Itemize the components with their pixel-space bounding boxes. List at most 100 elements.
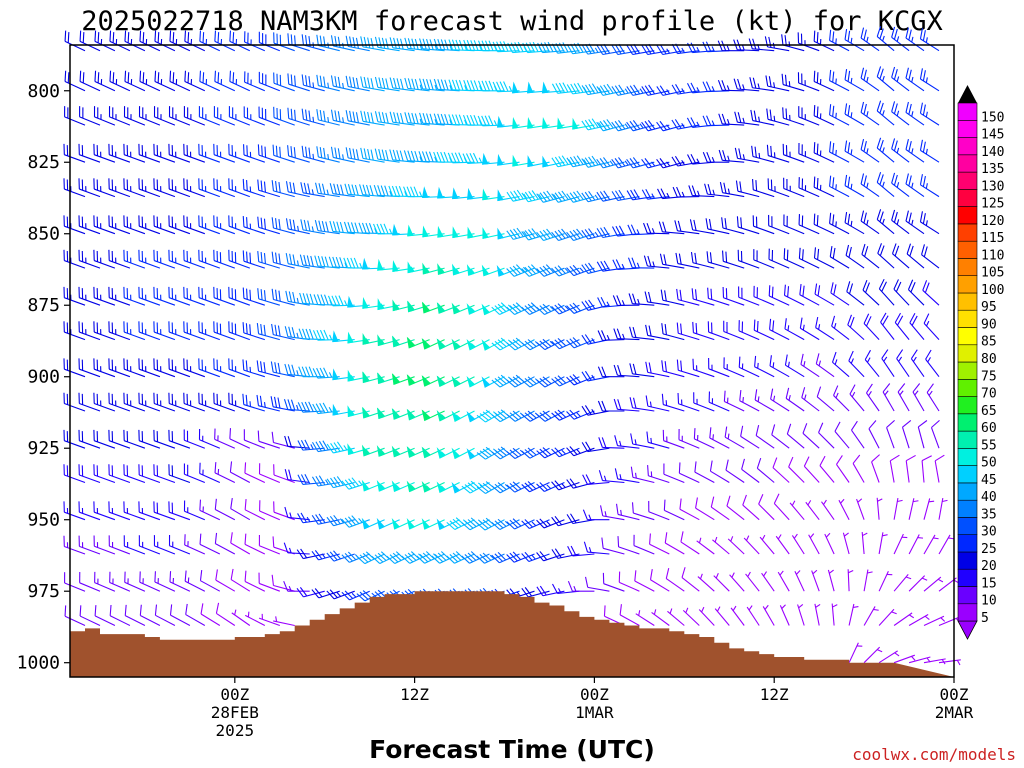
barb-staff (708, 368, 730, 378)
barb-staff (832, 361, 850, 378)
barb-flag (339, 221, 344, 233)
barb-flag (183, 178, 185, 190)
barb-flag (784, 74, 788, 86)
barb-half-flag (696, 398, 698, 405)
wind-barb (919, 174, 940, 198)
barb-half-flag (204, 257, 207, 263)
barb-flag (645, 361, 649, 373)
barb-flag (66, 393, 69, 405)
barb-flag (739, 389, 742, 401)
barb-half-flag (928, 500, 935, 503)
wind-barb (93, 286, 116, 306)
barb-staff (938, 616, 960, 627)
barb-flag (316, 109, 319, 120)
barb-flag (924, 282, 930, 293)
barb-flag (618, 157, 626, 167)
barb-half-flag (449, 44, 453, 51)
wind-barb (230, 532, 251, 555)
barb-staff (228, 331, 250, 341)
barb-flag (677, 220, 682, 232)
barb-half-flag (130, 79, 133, 85)
barb-staff (109, 545, 131, 555)
barb-flag (185, 603, 188, 615)
barb-flag (814, 283, 818, 295)
barb-staff (139, 225, 161, 235)
barb-staff (154, 116, 176, 126)
wind-barb (78, 286, 101, 306)
barb-staff (868, 428, 880, 449)
barb-flag (414, 79, 419, 90)
barb-staff (779, 605, 790, 626)
barb-flag (860, 138, 865, 150)
barb-flag (766, 144, 769, 156)
colorbar-swatch (957, 154, 978, 173)
barb-flag (768, 36, 772, 48)
barb-flag (788, 456, 794, 468)
barb-half-flag (175, 79, 178, 85)
barb-flag (497, 552, 507, 561)
barb-half-flag (380, 484, 386, 490)
barb-staff (752, 48, 775, 52)
barb-flag (265, 109, 267, 120)
barb-staff (802, 432, 820, 449)
barb-staff (844, 222, 865, 235)
barb-staff (909, 322, 925, 340)
barb-flag (521, 553, 530, 562)
colorbar-label: 35 (981, 507, 997, 522)
barb-half-flag (823, 499, 827, 505)
barb-flag (436, 302, 446, 312)
colorbar-swatch (957, 206, 978, 225)
barb-flag (401, 555, 411, 564)
barb-flag (111, 465, 114, 477)
barb-half-flag (651, 193, 655, 199)
barb-half-flag (726, 119, 730, 125)
barb-flag (312, 441, 319, 452)
barb-flag (702, 115, 708, 126)
wind-barb (891, 209, 910, 235)
barb-flag (691, 288, 694, 300)
wind-barb (168, 143, 191, 163)
barb-flag (596, 45, 604, 55)
barb-flag (601, 400, 607, 412)
wind-barb (299, 254, 325, 269)
barb-staff (783, 224, 805, 235)
barb-half-flag (358, 518, 363, 523)
wind-barb (815, 353, 835, 378)
barb-flag (244, 499, 247, 510)
barb-staff (692, 195, 715, 198)
barb-flag (734, 111, 738, 123)
barb-staff (587, 481, 610, 485)
barb-pennant (497, 189, 504, 202)
barb-flag (611, 121, 619, 132)
barb-staff (318, 119, 340, 126)
wind-barb (244, 499, 266, 521)
barb-flag (499, 81, 506, 92)
barb-flag (413, 186, 419, 197)
wind-barb (93, 429, 116, 449)
barb-staff (199, 116, 221, 126)
wind-barb (327, 295, 355, 307)
wind-barb (521, 551, 550, 563)
barb-pennant (406, 518, 416, 530)
barb-flag (378, 77, 382, 89)
barb-flag (678, 253, 682, 265)
barb-half-flag (621, 263, 625, 270)
wind-barb (542, 155, 565, 168)
barb-flag (246, 180, 248, 191)
barb-flag (381, 77, 386, 89)
barb-flag (566, 411, 575, 420)
barb-flag (722, 250, 724, 262)
barb-flag (153, 501, 155, 513)
barb-flag (108, 321, 110, 333)
wind-barb (139, 571, 161, 592)
barb-staff (827, 569, 835, 592)
barb-half-flag (326, 189, 329, 195)
barb-flag (138, 143, 140, 155)
barb-flag (542, 303, 552, 312)
barb-flag (756, 457, 762, 469)
barb-flag (802, 285, 805, 297)
barb-staff (183, 225, 205, 235)
barb-staff (573, 304, 595, 314)
barb-flag (391, 408, 401, 418)
barb-flag (127, 32, 130, 43)
